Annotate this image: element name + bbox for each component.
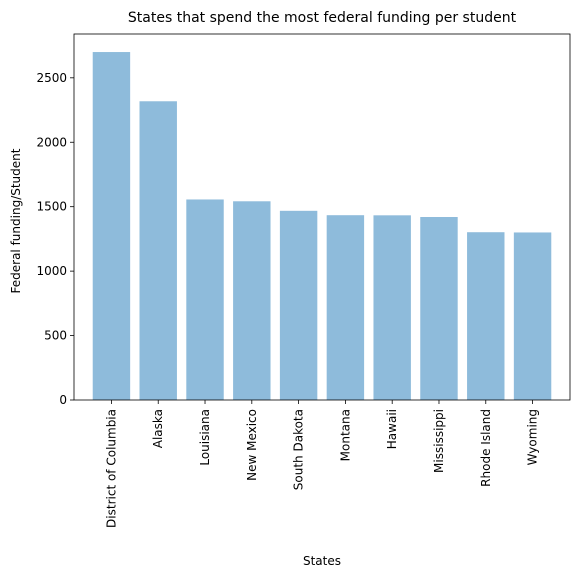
x-tick-label: Louisiana [198, 409, 212, 466]
x-tick-label: Wyoming [526, 409, 540, 465]
x-tick-label: Alaska [151, 409, 165, 448]
y-axis-ticks: 0 500 1000 1500 2000 2500 [36, 71, 74, 407]
x-tick-label: Rhode Island [479, 409, 493, 487]
y-tick-label: 2500 [36, 71, 67, 85]
x-tick-label: South Dakota [292, 409, 306, 490]
bar-alaska [140, 101, 177, 400]
bar-louisiana [186, 199, 223, 400]
bar-rhode-island [467, 232, 504, 400]
bar-montana [327, 215, 364, 400]
x-tick-label: Montana [338, 409, 352, 461]
x-axis-title: States [303, 554, 341, 568]
x-tick-label: New Mexico [245, 409, 259, 481]
bar-hawaii [373, 215, 410, 400]
bar-south-dakota [280, 211, 317, 400]
y-tick-label: 1000 [36, 264, 67, 278]
y-tick-label: 500 [44, 329, 67, 343]
y-axis-title: Federal funding/Student [9, 148, 23, 293]
y-tick-label: 1500 [36, 200, 67, 214]
bar-wyoming [514, 232, 551, 400]
x-tick-label: Hawaii [385, 409, 399, 449]
x-axis-ticks: District of Columbia Alaska Louisiana New M… [104, 400, 539, 528]
bar-mississippi [420, 217, 457, 400]
bars-group [93, 52, 552, 400]
y-tick-label: 2000 [36, 135, 67, 149]
bar-new-mexico [233, 201, 270, 400]
x-tick-label: District of Columbia [104, 409, 118, 528]
x-tick-label: Mississippi [432, 409, 446, 473]
chart-title: States that spend the most federal fundi… [128, 10, 517, 26]
y-tick-label: 0 [59, 393, 67, 407]
bar-district-of-columbia [93, 52, 130, 400]
